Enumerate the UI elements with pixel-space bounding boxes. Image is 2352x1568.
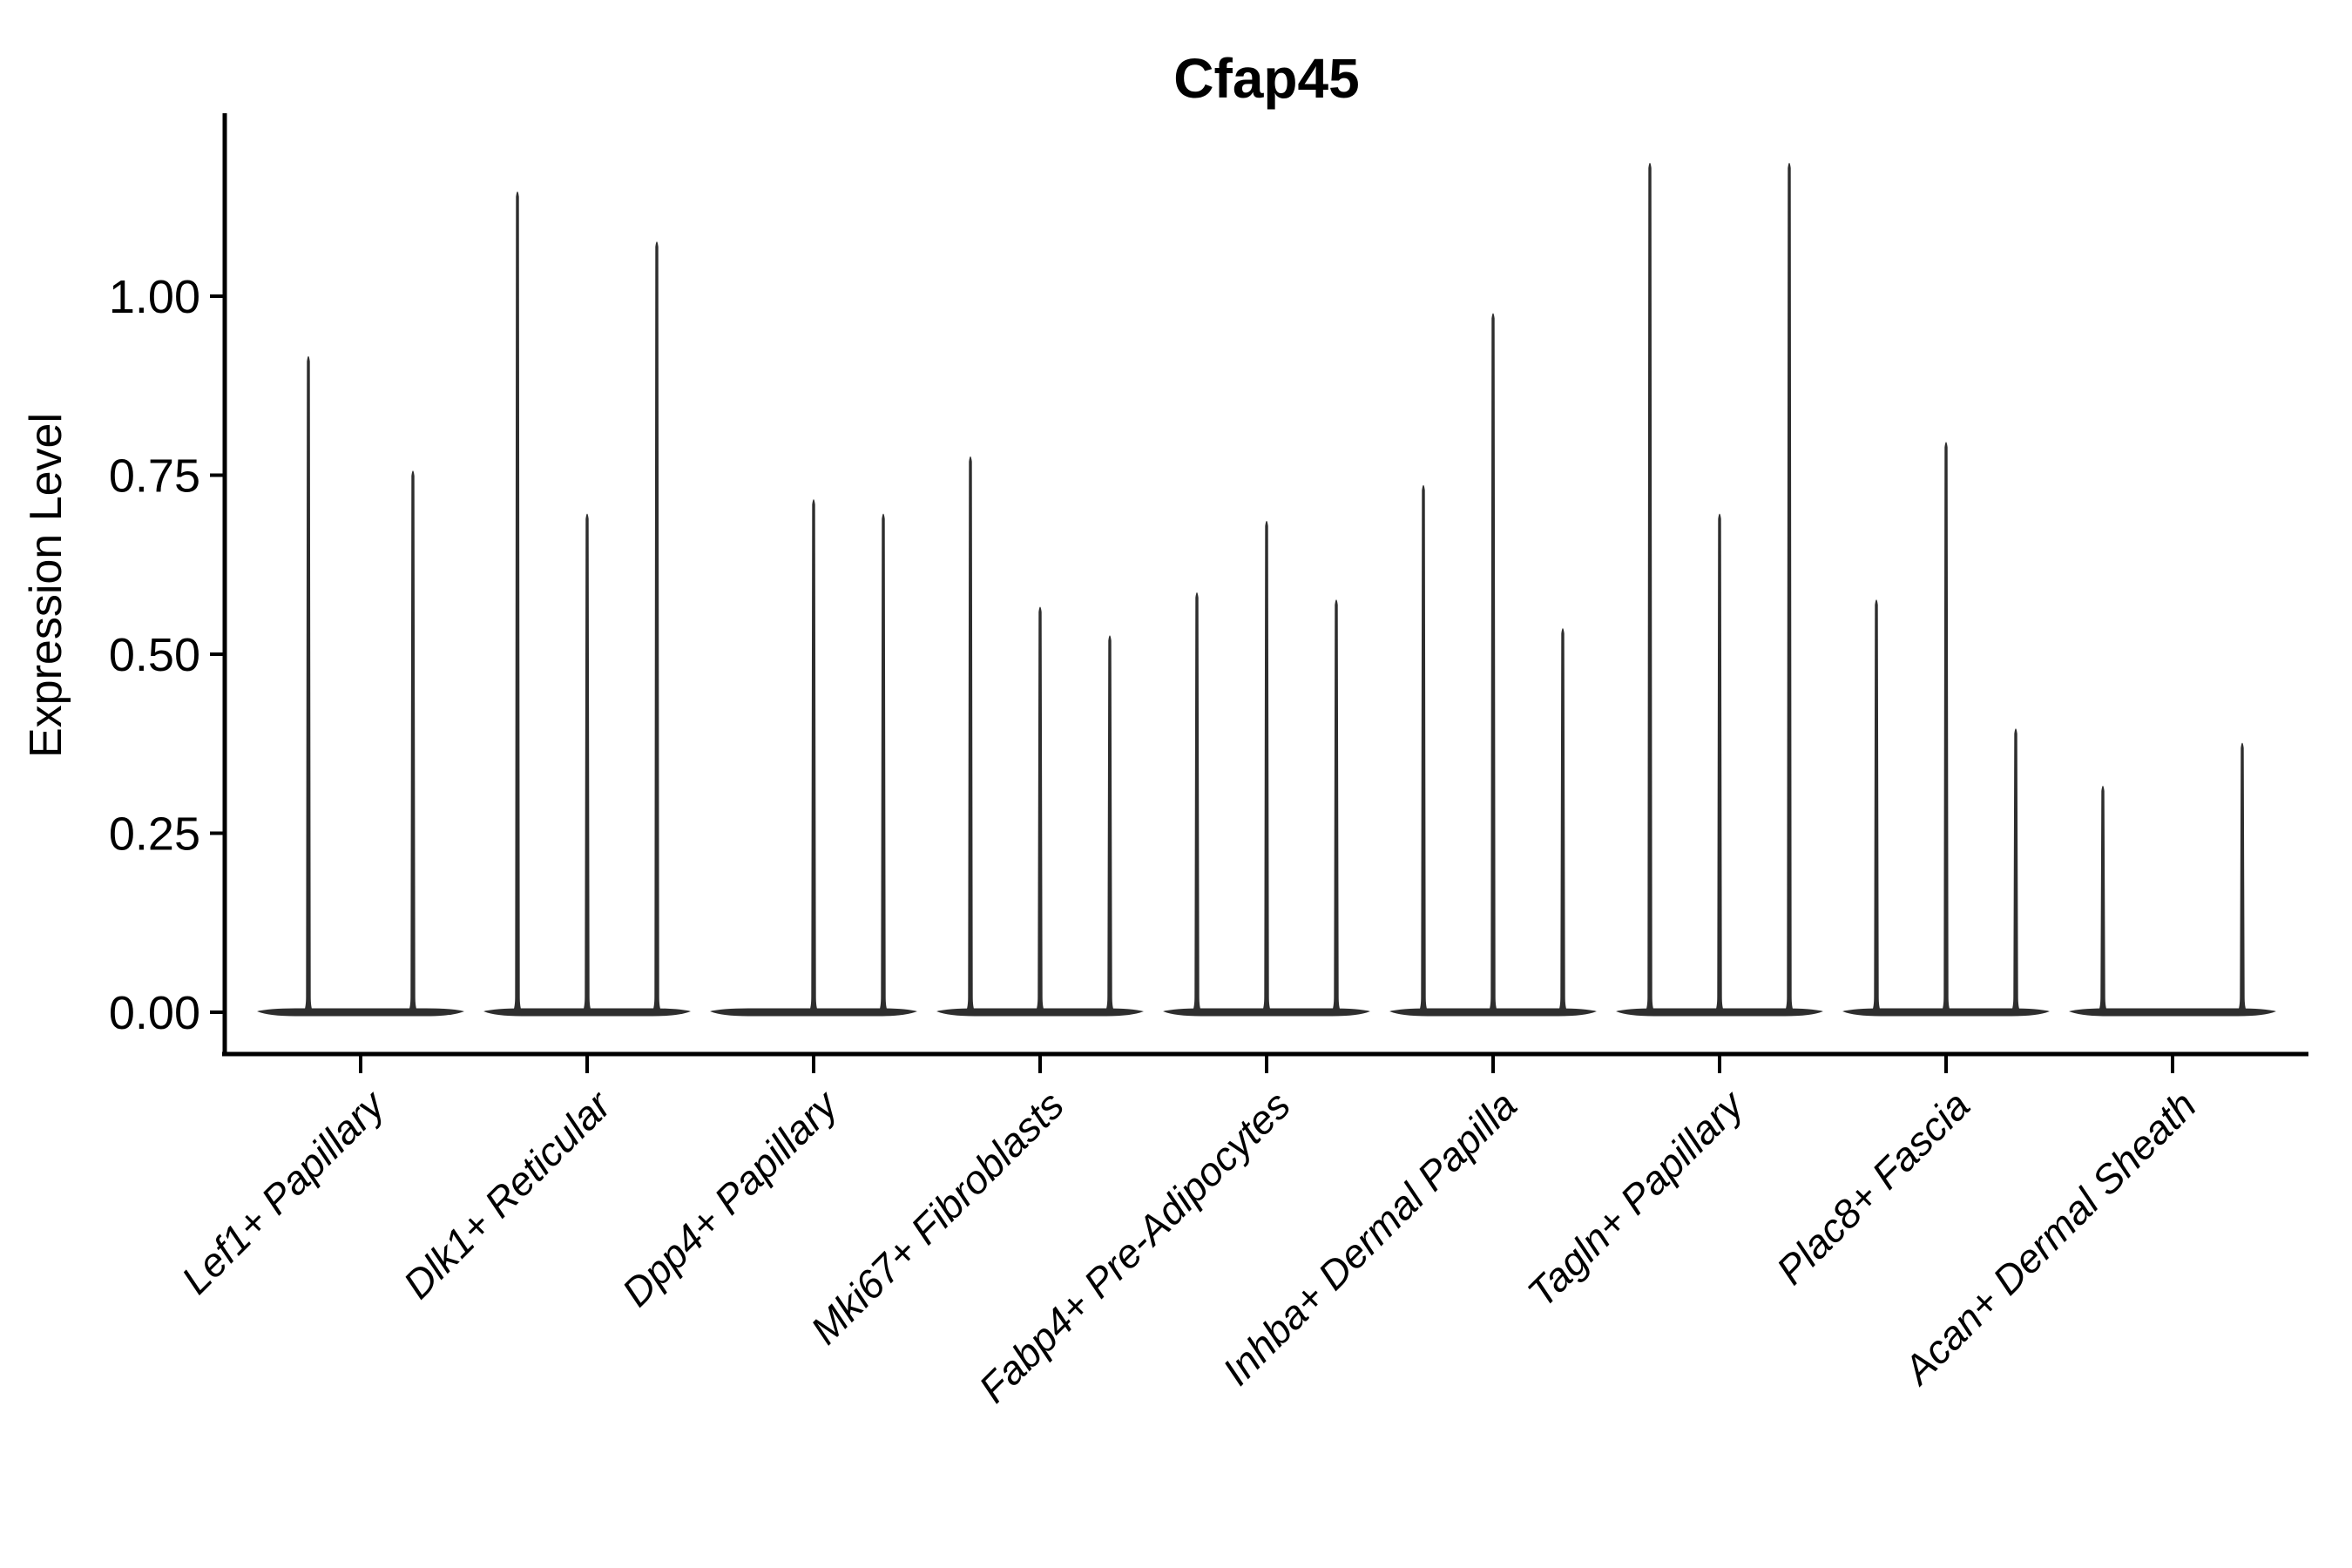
violin-spike <box>2237 742 2247 1012</box>
violin-spike <box>1105 635 1115 1012</box>
violin-spike <box>1192 592 1202 1012</box>
x-tick-label: Tagln+ Papillary <box>1518 1080 1754 1315</box>
violin-spike <box>1871 599 1882 1012</box>
x-tick-label: Mki67+ Fibroblasts <box>801 1082 1072 1353</box>
y-tick-label: 0.75 <box>109 450 200 503</box>
axis-spines <box>222 113 2308 1057</box>
violin-spike <box>1261 520 1272 1012</box>
violin-spike <box>408 470 418 1012</box>
violin-spike <box>582 513 592 1012</box>
violin-spike <box>512 191 523 1012</box>
violin-spike <box>2098 785 2108 1012</box>
violin-spike <box>1331 599 1342 1012</box>
violin-spike <box>1035 606 1045 1012</box>
violin-spike <box>1645 162 1655 1012</box>
x-tick-label: Plac8+ Fascia <box>1767 1082 1978 1293</box>
x-tick-label: Dlk1+ Reticular <box>395 1081 620 1307</box>
x-tick-label: Dpp4+ Papillary <box>613 1080 848 1315</box>
y-axis: 0.00 0.25 0.50 0.75 1.00 <box>109 271 225 1039</box>
y-tick-label: 0.25 <box>109 808 200 861</box>
y-tick-label: 1.00 <box>109 271 200 323</box>
violin-baseline-strip <box>257 1008 464 1017</box>
violin-spike <box>1418 484 1429 1012</box>
violin-spike <box>2011 728 2021 1012</box>
violin-spike <box>808 499 819 1012</box>
plot-title: Cfap45 <box>1173 47 1359 110</box>
y-tick-label: 0.00 <box>109 987 200 1039</box>
violin-spike <box>965 456 976 1012</box>
violin-spike <box>1714 513 1725 1012</box>
violin-series <box>257 162 2276 1017</box>
violin-spike <box>1558 628 1568 1012</box>
x-tick-label: Lef1+ Papillary <box>172 1080 395 1302</box>
violin-spike <box>1488 313 1498 1012</box>
violin-spike <box>652 241 662 1012</box>
violin-spike <box>1941 442 1951 1012</box>
y-axis-label: Expression Level <box>21 413 71 758</box>
violin-baseline-strip <box>2069 1008 2276 1017</box>
violin-spike <box>303 355 314 1012</box>
violin-spike <box>878 513 889 1012</box>
y-tick-label: 0.50 <box>109 629 200 681</box>
violin-spike <box>1784 162 1794 1012</box>
